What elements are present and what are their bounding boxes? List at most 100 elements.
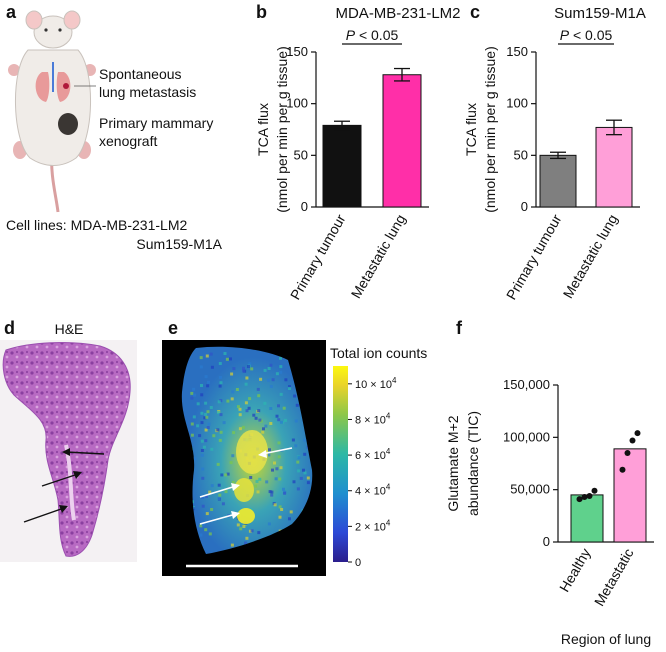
- msi-pixel: [220, 473, 224, 477]
- panel-letter-a: a: [6, 2, 17, 22]
- msi-pixel: [245, 536, 249, 540]
- colorbar-tick-label: 10 × 104: [355, 376, 397, 391]
- y-tick-label: 150: [506, 44, 528, 59]
- he-arrows: [23, 448, 105, 523]
- msi-pixel: [269, 363, 273, 367]
- msi-pixel: [245, 376, 249, 380]
- msi-pixel: [199, 524, 203, 528]
- msi-pixel: [219, 413, 223, 417]
- y-axis-label-line1: Glutamate M+2: [445, 415, 461, 511]
- msi-pixel: [225, 357, 229, 361]
- msi-pixel: [208, 490, 212, 494]
- msi-pixel: [257, 531, 261, 535]
- msi-pixel: [299, 476, 303, 480]
- msi-pixel: [239, 527, 243, 531]
- msi-pixel: [255, 479, 259, 483]
- msi-pixel: [204, 428, 208, 432]
- category-label: Healthy: [556, 546, 594, 595]
- label-metastasis-line2: lung metastasis: [99, 84, 196, 100]
- msi-pixel: [242, 525, 246, 528]
- msi-pixel: [238, 407, 242, 411]
- msi-pixel: [279, 466, 283, 470]
- msi-pixel: [200, 393, 204, 397]
- y-tick-label: 50: [514, 147, 528, 162]
- significance-label: P < 0.05: [560, 27, 613, 43]
- msi-pixel: [306, 476, 310, 480]
- panel-letter-e: e: [168, 318, 178, 338]
- category-label: Primary tumour: [503, 211, 565, 302]
- msi-pixel: [196, 424, 200, 428]
- msi-pixel: [196, 402, 200, 406]
- msi-pixel: [258, 418, 262, 422]
- msi-pixel: [224, 490, 228, 494]
- msi-pixel: [218, 362, 222, 365]
- msi-pixel: [249, 476, 253, 479]
- msi-pixel: [235, 388, 239, 391]
- msi-pixel: [250, 529, 254, 533]
- msi-pixel: [217, 483, 221, 487]
- msi-pixel: [280, 420, 284, 424]
- colorbar-tick-label: 2 × 104: [355, 518, 391, 533]
- msi-pixel: [247, 406, 251, 410]
- msi-pixel: [242, 369, 246, 373]
- msi-pixel: [245, 409, 249, 413]
- msi-pixel: [229, 357, 232, 361]
- msi-pixel: [205, 512, 209, 516]
- msi-pixel: [295, 403, 299, 407]
- y-axis-label-line1: TCA flux: [255, 103, 271, 156]
- msi-pixel: [190, 433, 194, 437]
- msi-pixel: [252, 413, 256, 417]
- colorbar: [333, 366, 348, 562]
- msi-pixel: [270, 490, 274, 494]
- msi-pixel: [280, 508, 284, 511]
- colorbar-title: Total ion counts: [330, 345, 427, 361]
- msi-pixel: [277, 441, 281, 445]
- y-tick-label: 0: [543, 534, 550, 549]
- msi-pixel: [303, 438, 307, 442]
- panel-letter-d: d: [4, 318, 15, 338]
- msi-pixel: [230, 372, 234, 376]
- msi-pixel: [221, 502, 225, 506]
- msi-pixel: [248, 397, 252, 401]
- msi-pixel: [216, 428, 220, 432]
- msi-pixel: [273, 461, 276, 465]
- y-tick-label: 150: [286, 44, 308, 59]
- msi-pixel: [217, 497, 221, 500]
- msi-pixel: [292, 480, 296, 484]
- msi-pixel: [210, 508, 214, 511]
- cell-lines-second: Sum159-M1A: [136, 236, 222, 252]
- category-label: Metastatic lung: [348, 212, 409, 302]
- msi-pixel: [209, 406, 213, 409]
- msi-pixel: [278, 505, 282, 509]
- msi-pixel: [262, 427, 265, 431]
- msi-pixel: [193, 393, 197, 397]
- msi-pixel: [218, 493, 222, 497]
- msi-pixel: [200, 453, 204, 457]
- msi-pixel: [282, 406, 286, 410]
- msi-pixel: [284, 378, 288, 382]
- msi-pixel: [279, 356, 282, 360]
- msi-pixel: [238, 413, 242, 417]
- mouse-illustration-icon: [8, 10, 96, 213]
- msi-pixel: [218, 438, 222, 442]
- category-label: Metastatic: [591, 546, 637, 609]
- msi-pixel: [201, 504, 205, 508]
- msi-pixel: [230, 397, 234, 401]
- label-metastasis-line1: Spontaneous: [99, 66, 182, 82]
- msi-pixel: [206, 426, 210, 429]
- chart-title: MDA-MB-231-LM2: [335, 5, 460, 22]
- panel-letter-f: f: [456, 318, 463, 338]
- cell-lines-label: Cell lines: MDA-MB-231-LM2: [6, 217, 187, 233]
- msi-pixel: [263, 368, 267, 372]
- msi-pixel: [283, 491, 287, 495]
- msi-pixel: [296, 487, 300, 491]
- msi-pixel: [219, 399, 223, 403]
- msi-pixel: [212, 434, 216, 438]
- msi-pixel: [303, 471, 307, 475]
- y-tick-label: 150,000: [503, 377, 550, 392]
- msi-pixel: [288, 517, 291, 521]
- msi-pixel: [275, 414, 279, 418]
- msi-pixel: [209, 352, 213, 356]
- msi-pixel: [231, 390, 235, 394]
- chart-c: Sum159-M1A 0 50 100 150 TCA flux (nmol per min…: [463, 5, 646, 302]
